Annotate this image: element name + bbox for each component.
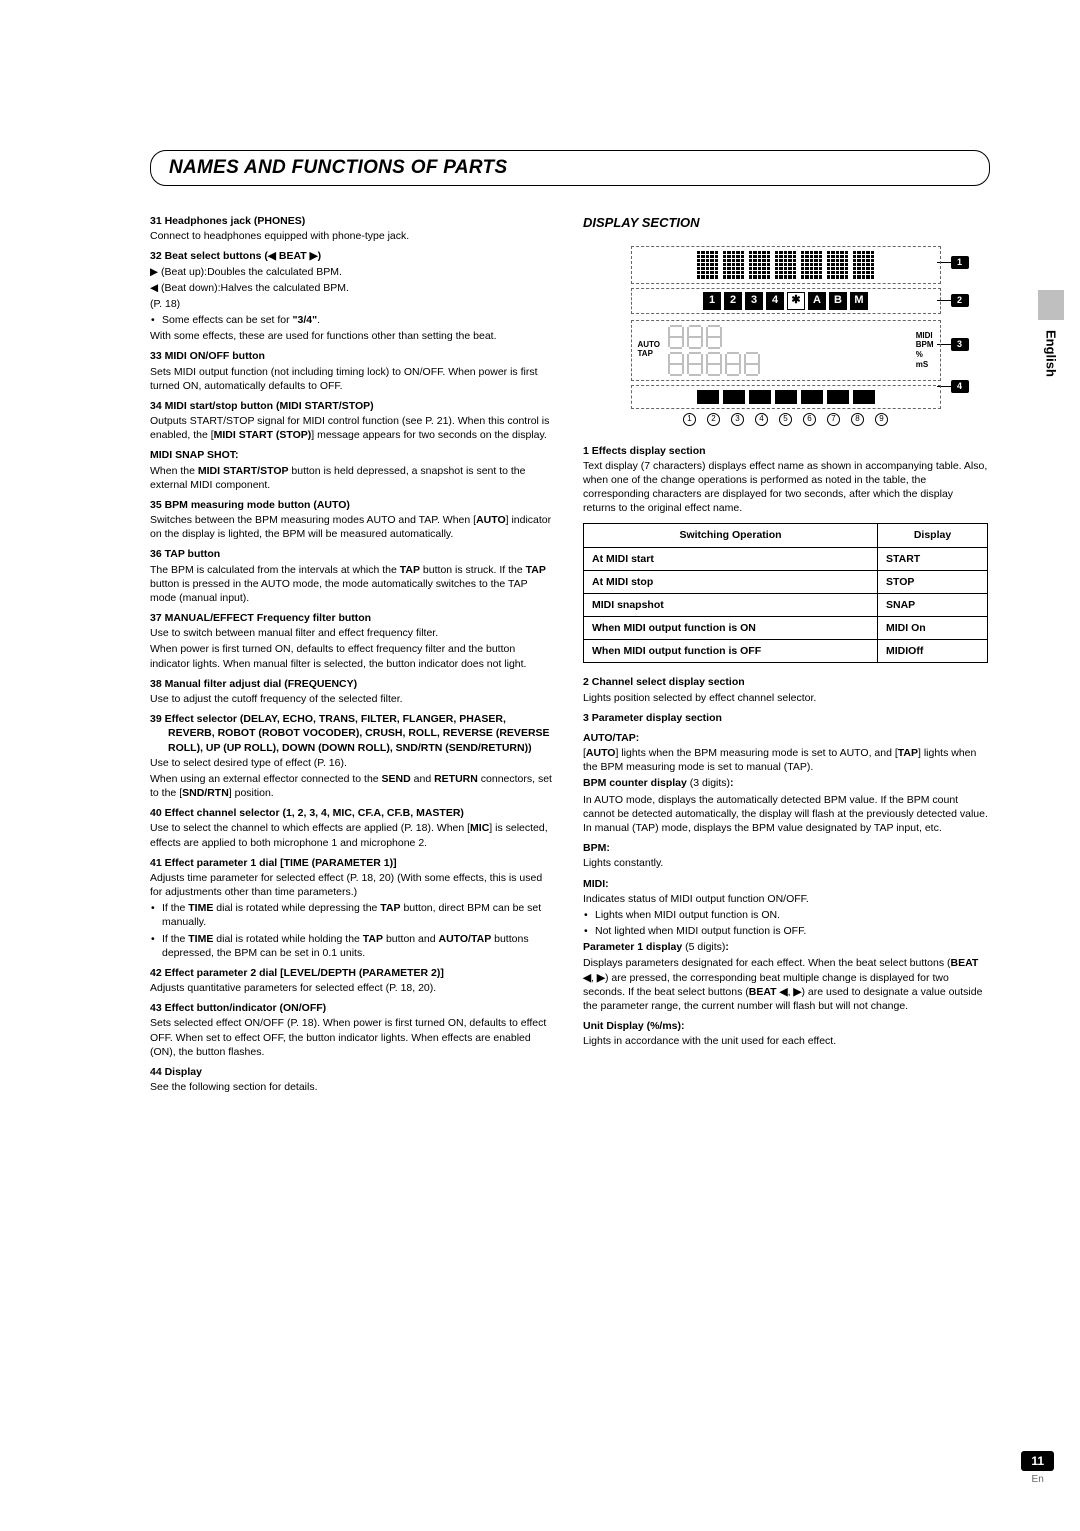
bpm-body: Lights constantly. xyxy=(583,856,988,870)
display-section-title: DISPLAY SECTION xyxy=(583,214,988,232)
item-41-b1: If the TIME dial is rotated while depres… xyxy=(150,901,555,929)
page-lang-code: En xyxy=(1021,1474,1054,1485)
bpmcnt-body: In AUTO mode, displays the automatically… xyxy=(583,793,988,836)
bpmcnt-head: BPM counter display (3 digits): xyxy=(583,776,988,790)
item-36-body: The BPM is calculated from the intervals… xyxy=(150,563,555,606)
table-row: MIDI snapshotSNAP xyxy=(584,593,988,616)
item-40-body: Use to select the channel to which effec… xyxy=(150,821,555,849)
item-31-body: Connect to headphones equipped with phon… xyxy=(150,229,555,243)
bpm-head: BPM: xyxy=(583,841,988,855)
item-32-l1: ▶ (Beat up):Doubles the calculated BPM. xyxy=(150,265,555,279)
s3-head: 3 Parameter display section xyxy=(583,711,988,725)
item-37-l1: Use to switch between manual filter and … xyxy=(150,626,555,640)
table-h2: Display xyxy=(878,524,988,547)
p1-head: Parameter 1 display (5 digits): xyxy=(583,940,988,954)
beat-row xyxy=(631,385,941,409)
channel-select-row: 1 2 3 4 ✱ A B M xyxy=(631,288,941,314)
table-row: At MIDI stopSTOP xyxy=(584,570,988,593)
page-footer: 11 En xyxy=(1021,1451,1054,1485)
item-39-head: 39 Effect selector (DELAY, ECHO, TRANS, … xyxy=(150,712,555,755)
callout-1: 1 xyxy=(951,256,969,269)
s2-body: Lights position selected by effect chann… xyxy=(583,691,988,705)
snap-body: When the MIDI START/STOP button is held … xyxy=(150,464,555,492)
midi-b1: Lights when MIDI output function is ON. xyxy=(583,908,988,922)
item-39-l1: Use to select desired type of effect (P.… xyxy=(150,756,555,770)
item-41-l1: Adjusts time parameter for selected effe… xyxy=(150,871,555,899)
p1-body: Displays parameters designated for each … xyxy=(583,956,988,1013)
item-43-body: Sets selected effect ON/OFF (P. 18). Whe… xyxy=(150,1016,555,1059)
item-42-head: 42 Effect parameter 2 dial [LEVEL/DEPTH … xyxy=(150,966,555,980)
unit-head: Unit Display (%/ms): xyxy=(583,1019,988,1033)
circle-numbers: 1 2 3 4 5 6 7 8 9 xyxy=(631,413,941,426)
item-38-body: Use to adjust the cutoff frequency of th… xyxy=(150,692,555,706)
callout-2: 2 xyxy=(951,294,969,307)
item-43-head: 43 Effect button/indicator (ON/OFF) xyxy=(150,1001,555,1015)
item-34-head: 34 MIDI start/stop button (MIDI START/ST… xyxy=(150,399,555,413)
table-row: When MIDI output function is ONMIDI On xyxy=(584,617,988,640)
item-34-body: Outputs START/STOP signal for MIDI contr… xyxy=(150,414,555,442)
item-36-head: 36 TAP button xyxy=(150,547,555,561)
table-h1: Switching Operation xyxy=(584,524,878,547)
language-label: English xyxy=(1044,330,1059,377)
page-number: 11 xyxy=(1021,1451,1054,1471)
item-40-head: 40 Effect channel selector (1, 2, 3, 4, … xyxy=(150,806,555,820)
midi-b2: Not lighted when MIDI output function is… xyxy=(583,924,988,938)
callout-3: 3 xyxy=(951,338,969,351)
item-35-head: 35 BPM measuring mode button (AUTO) xyxy=(150,498,555,512)
effects-display-row xyxy=(631,246,941,284)
item-32-l4: With some effects, these are used for fu… xyxy=(150,329,555,343)
unit-body: Lights in accordance with the unit used … xyxy=(583,1034,988,1048)
item-44-head: 44 Display xyxy=(150,1065,555,1079)
parameter-row: AUTO TAP xyxy=(631,320,941,381)
item-44-body: See the following section for details. xyxy=(150,1080,555,1094)
item-33-body: Sets MIDI output function (not including… xyxy=(150,365,555,393)
display-diagram: 1 2 3 4 1 2 3 4 xyxy=(631,246,941,426)
item-37-l2: When power is first turned ON, defaults … xyxy=(150,642,555,670)
item-32-l3: (P. 18) xyxy=(150,297,555,311)
section-title-band: NAMES AND FUNCTIONS OF PARTS xyxy=(150,150,990,186)
s1-body: Text display (7 characters) displays eff… xyxy=(583,459,988,516)
s1-head: 1 Effects display section xyxy=(583,444,988,458)
page-title: NAMES AND FUNCTIONS OF PARTS xyxy=(169,157,971,179)
item-39-l2: When using an external effector connecte… xyxy=(150,772,555,800)
item-38-head: 38 Manual filter adjust dial (FREQUENCY) xyxy=(150,677,555,691)
item-32-head: 32 Beat select buttons (◀ BEAT ▶) xyxy=(150,249,555,263)
left-column: 31 Headphones jack (PHONES) Connect to h… xyxy=(150,214,555,1096)
item-41-head: 41 Effect parameter 1 dial [TIME (PARAME… xyxy=(150,856,555,870)
item-31-head: 31 Headphones jack (PHONES) xyxy=(150,214,555,228)
item-32-bullet: Some effects can be set for "3/4". xyxy=(150,313,555,327)
language-tab: English xyxy=(1038,290,1064,377)
right-column: DISPLAY SECTION 1 2 3 4 1 xyxy=(583,214,988,1096)
item-42-body: Adjusts quantitative parameters for sele… xyxy=(150,981,555,995)
item-41-b2: If the TIME dial is rotated while holdin… xyxy=(150,932,555,960)
s2-head: 2 Channel select display section xyxy=(583,675,988,689)
item-32-l2: ◀ (Beat down):Halves the calculated BPM. xyxy=(150,281,555,295)
item-33-head: 33 MIDI ON/OFF button xyxy=(150,349,555,363)
autotap-body: [AUTO] lights when the BPM measuring mod… xyxy=(583,746,988,774)
midi-l1: Indicates status of MIDI output function… xyxy=(583,892,988,906)
item-35-body: Switches between the BPM measuring modes… xyxy=(150,513,555,541)
autotap-head: AUTO/TAP: xyxy=(583,731,988,745)
item-37-head: 37 MANUAL/EFFECT Frequency filter button xyxy=(150,611,555,625)
callout-4: 4 xyxy=(951,380,969,393)
display-table: Switching Operation Display At MIDI star… xyxy=(583,523,988,663)
table-row: At MIDI startSTART xyxy=(584,547,988,570)
table-row: When MIDI output function is OFFMIDIOff xyxy=(584,640,988,663)
snap-head: MIDI SNAP SHOT: xyxy=(150,448,555,462)
midi-head: MIDI: xyxy=(583,877,988,891)
